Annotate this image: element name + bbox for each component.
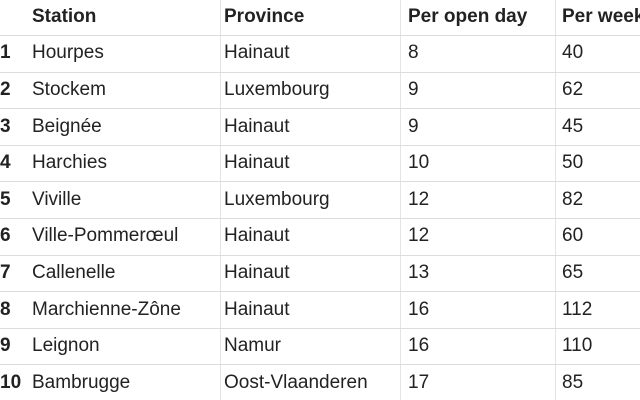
table-cell: 40 [562,42,584,64]
table-cell: Leignon [32,335,100,357]
row-rank: 3 [0,115,11,137]
table-cell: Harchies [32,152,107,174]
column-header: Province [224,6,305,27]
row-rank: 9 [0,335,11,357]
column-divider [220,0,221,400]
column-divider [400,0,401,400]
table-cell: 82 [562,188,584,210]
table-cell: Hainaut [224,115,290,137]
row-rank: 10 [0,371,22,393]
row-divider [0,144,640,146]
row-rank: 2 [0,78,11,100]
table-cell: 45 [562,115,584,137]
table-cell: 16 [408,298,430,320]
table-cell: 9 [408,78,419,100]
table-cell: Luxembourg [224,78,330,100]
row-divider [0,291,640,293]
table-cell: Hainaut [224,225,290,247]
table-cell: 65 [562,261,584,283]
table-cell: 85 [562,371,584,393]
table-cell: Beignée [32,115,102,137]
table-cell: 12 [408,188,430,210]
table-cell: Luxembourg [224,188,330,210]
row-divider [0,364,640,366]
table-cell: Bambrugge [32,371,131,393]
table-cell: Viville [32,188,82,210]
row-rank: 1 [0,42,11,64]
table-cell: 10 [408,152,430,174]
table-cell: Marchienne-Zône [32,298,181,320]
row-rank: 4 [0,152,11,174]
row-divider [0,181,640,183]
row-divider [0,327,640,329]
row-divider [0,35,640,36]
table-cell: Hainaut [224,261,290,283]
table-cell: Callenelle [32,261,116,283]
table-cell: Ville-Pommerœul [32,225,179,247]
table-cell: Hainaut [224,42,290,64]
row-divider [0,108,640,110]
table-cell: 9 [408,115,419,137]
table-cell: 16 [408,335,430,357]
table-cell: Hourpes [32,42,104,64]
table-cell: 112 [562,298,593,320]
table-cell: 8 [408,42,419,64]
table-cell: 60 [562,225,584,247]
table-cell: 50 [562,152,584,174]
row-rank: 6 [0,225,11,247]
column-header: Per open day [408,6,528,27]
table-cell: Hainaut [224,152,290,174]
row-rank: 5 [0,188,11,210]
table-cell: 13 [408,261,430,283]
table-cell: Namur [224,335,282,357]
table-cell: 17 [408,371,430,393]
column-header: Per week [562,6,640,27]
table-cell: Oost-Vlaanderen [224,371,368,393]
row-divider [0,254,640,256]
table-cell: Stockem [32,78,106,100]
row-divider [0,71,640,73]
table-cell: 110 [562,335,593,357]
row-divider [0,218,640,219]
table-cell: Hainaut [224,298,290,320]
column-divider [555,0,556,400]
table-cell: 12 [408,225,430,247]
column-header: Station [32,6,97,27]
row-rank: 7 [0,261,11,283]
table-cell: 62 [562,78,584,100]
row-rank: 8 [0,298,11,320]
